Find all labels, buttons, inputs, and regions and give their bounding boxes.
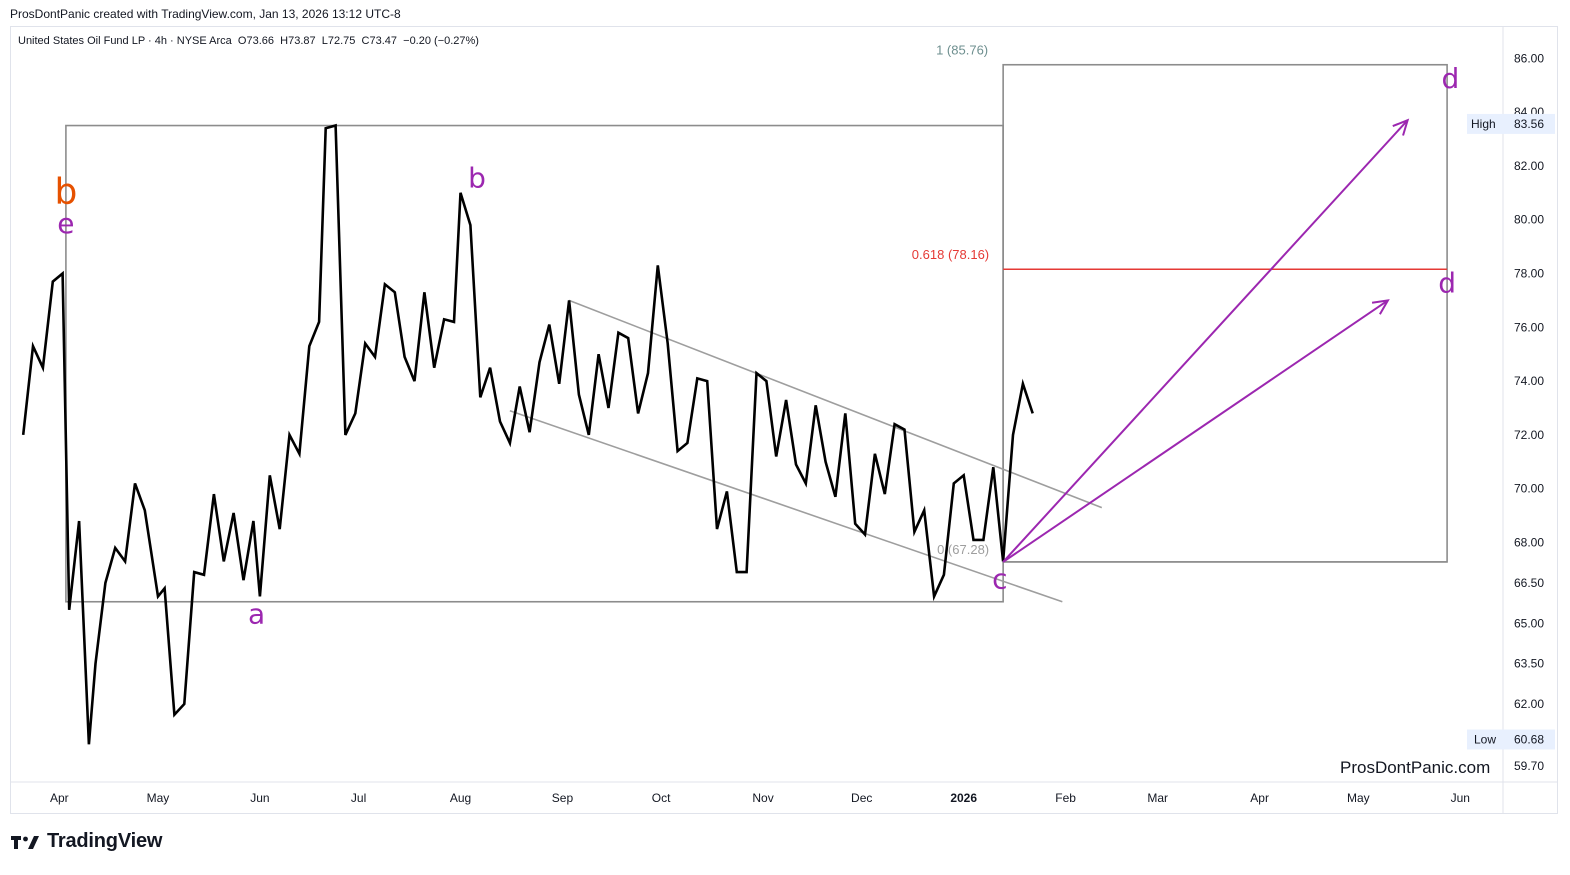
creator-line: ProsDontPanic created with TradingView.c… (10, 7, 401, 21)
price-tick-label: 59.70 (1514, 759, 1544, 773)
price-tick-label: 70.00 (1514, 482, 1544, 496)
high-badge-value: 83.56 (1514, 117, 1544, 131)
wave-label: b (54, 172, 77, 213)
tradingview-logo-text: TradingView (47, 830, 163, 852)
time-tick-label: Sep (552, 791, 574, 805)
price-tick-label: 66.50 (1514, 576, 1544, 590)
tradingview-logo-icon (11, 835, 39, 849)
time-tick-label: Jun (1451, 791, 1470, 805)
close-value: 73.47 (369, 35, 398, 47)
low-label: L (321, 35, 328, 47)
wave-label: d (1438, 266, 1456, 299)
projection-arrowhead (1371, 299, 1390, 315)
time-tick-label: May (147, 791, 170, 805)
time-tick-label: Aug (450, 791, 471, 805)
wave-label: c (992, 562, 1007, 595)
price-tick-label: 62.00 (1514, 697, 1544, 711)
chart-frame (10, 26, 1558, 814)
low-badge-label: Low (1474, 732, 1496, 746)
high-label: H (280, 35, 289, 47)
wave-label: a (248, 597, 265, 630)
change-value: −0.20 (−0.27%) (403, 35, 479, 47)
wave-label: b (468, 161, 486, 194)
price-line (21, 123, 1034, 745)
price-tick-label: 82.00 (1514, 159, 1544, 173)
time-tick-label: Nov (752, 791, 773, 805)
time-tick-label: Apr (50, 791, 69, 805)
open-value: 73.66 (246, 35, 275, 47)
wave-label: d (1441, 62, 1459, 95)
channel-line (509, 409, 1063, 603)
price-tick-label: 65.00 (1514, 616, 1544, 630)
projection-arrowhead (1392, 118, 1410, 136)
low-badge-value: 60.68 (1514, 732, 1544, 746)
low-value: 72.75 (327, 35, 356, 47)
author-watermark: ProsDontPanic.com (1340, 758, 1491, 777)
time-tick-label: Jun (250, 791, 269, 805)
price-tick-label: 76.00 (1514, 320, 1544, 334)
fib-0618-label: 0.618 (78.16) (912, 247, 989, 262)
open-label: O (237, 35, 247, 47)
close-label: C (361, 35, 370, 47)
time-tick-label: Mar (1147, 791, 1168, 805)
high-badge (1467, 113, 1555, 134)
channel-line (568, 299, 1103, 509)
fib-1-label: 1 (85.76) (936, 43, 988, 58)
price-tick-label: 63.50 (1514, 657, 1544, 671)
wave-label: e (57, 207, 74, 240)
symbol-legend: United States Oil Fund LP · 4h · NYSE Ar… (18, 35, 479, 47)
time-tick-label: Feb (1055, 791, 1076, 805)
price-tick-label: 74.00 (1514, 374, 1544, 388)
time-tick-label: Apr (1250, 791, 1269, 805)
fib-0-label: 0 (67.28) (937, 542, 989, 557)
projection-arrow (1002, 299, 1389, 563)
tradingview-brand[interactable]: TradingView (11, 830, 162, 853)
symbol-title: United States Oil Fund LP · 4h · NYSE Ar… (18, 35, 232, 47)
low-badge (1467, 729, 1555, 750)
high-value: 73.87 (288, 35, 316, 47)
projection-arrow (1002, 119, 1409, 563)
time-tick-label: Jul (351, 791, 366, 805)
price-tick-label: 86.00 (1514, 51, 1544, 65)
time-tick-label: May (1347, 791, 1370, 805)
time-tick-label: Oct (652, 791, 671, 805)
time-tick-label: 2026 (950, 791, 977, 805)
price-tick-label: 80.00 (1514, 213, 1544, 227)
price-tick-label: 78.00 (1514, 267, 1544, 281)
price-tick-label: 68.00 (1514, 536, 1544, 550)
high-badge-label: High (1471, 117, 1496, 131)
price-tick-label: 72.00 (1514, 428, 1544, 442)
time-tick-label: Dec (851, 791, 872, 805)
